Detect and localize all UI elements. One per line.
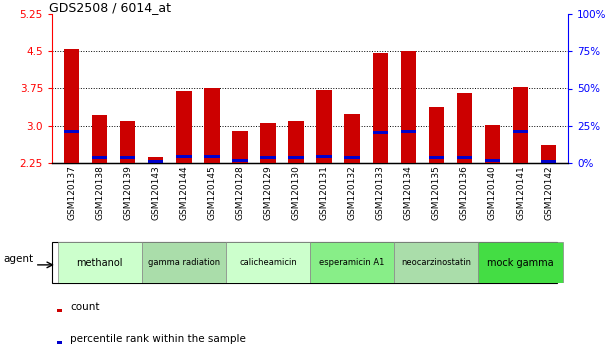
Text: GSM120143: GSM120143 (152, 165, 160, 220)
Bar (64, 49, 79, 163)
Bar (176, 91, 191, 163)
Text: GSM120135: GSM120135 (432, 165, 441, 220)
Text: methanol: methanol (76, 258, 123, 268)
Bar (260, 123, 276, 163)
Bar (226, 242, 310, 283)
Text: esperamicin A1: esperamicin A1 (320, 258, 385, 267)
Text: GSM120141: GSM120141 (516, 165, 525, 220)
Text: gamma radiation: gamma radiation (148, 258, 220, 267)
Bar (57, 341, 62, 344)
Bar (485, 159, 500, 162)
Bar (401, 130, 416, 133)
Text: GSM120134: GSM120134 (404, 165, 413, 220)
Text: GSM120128: GSM120128 (235, 165, 244, 220)
Bar (57, 309, 62, 312)
Bar (456, 156, 472, 159)
Bar (142, 242, 226, 283)
Bar (57, 242, 142, 283)
Bar (92, 156, 108, 159)
Text: GDS2508 / 6014_at: GDS2508 / 6014_at (49, 1, 171, 14)
Bar (373, 131, 388, 133)
Text: count: count (70, 302, 100, 312)
Text: GSM120144: GSM120144 (179, 165, 188, 220)
Text: GSM120131: GSM120131 (320, 165, 329, 220)
Bar (232, 159, 247, 162)
Bar (429, 107, 444, 163)
Text: neocarzinostatin: neocarzinostatin (401, 258, 471, 267)
Text: GSM120130: GSM120130 (291, 165, 301, 220)
Bar (310, 242, 394, 283)
Bar (345, 156, 360, 159)
Text: GSM120132: GSM120132 (348, 165, 357, 220)
Bar (148, 158, 164, 163)
Bar (316, 155, 332, 158)
Bar (204, 155, 219, 158)
Bar (316, 90, 332, 163)
Text: GSM120139: GSM120139 (123, 165, 132, 220)
Text: GSM120137: GSM120137 (67, 165, 76, 220)
Text: GSM120138: GSM120138 (95, 165, 104, 220)
Bar (478, 242, 563, 283)
Bar (541, 144, 556, 163)
Bar (232, 131, 247, 163)
Bar (513, 130, 529, 133)
Bar (260, 156, 276, 159)
Bar (148, 160, 164, 163)
Bar (373, 53, 388, 163)
Bar (345, 114, 360, 163)
Text: GSM120129: GSM120129 (263, 165, 273, 220)
Text: GSM120133: GSM120133 (376, 165, 385, 220)
Bar (288, 156, 304, 159)
Bar (120, 156, 136, 159)
Text: mock gamma: mock gamma (487, 258, 554, 268)
Bar (485, 125, 500, 163)
Bar (288, 121, 304, 163)
Text: calicheamicin: calicheamicin (239, 258, 297, 267)
Text: GSM120145: GSM120145 (207, 165, 216, 220)
Bar (401, 51, 416, 163)
Bar (64, 130, 79, 133)
Bar (120, 121, 136, 163)
Text: agent: agent (3, 254, 33, 264)
Bar (541, 160, 556, 163)
Bar (176, 155, 191, 158)
Bar (456, 93, 472, 163)
Bar (394, 242, 478, 283)
Text: GSM120142: GSM120142 (544, 165, 553, 220)
Text: GSM120140: GSM120140 (488, 165, 497, 220)
Bar (92, 115, 108, 163)
Text: percentile rank within the sample: percentile rank within the sample (70, 333, 246, 343)
Text: GSM120136: GSM120136 (460, 165, 469, 220)
Bar (204, 88, 219, 163)
Bar (429, 156, 444, 159)
Bar (513, 87, 529, 163)
